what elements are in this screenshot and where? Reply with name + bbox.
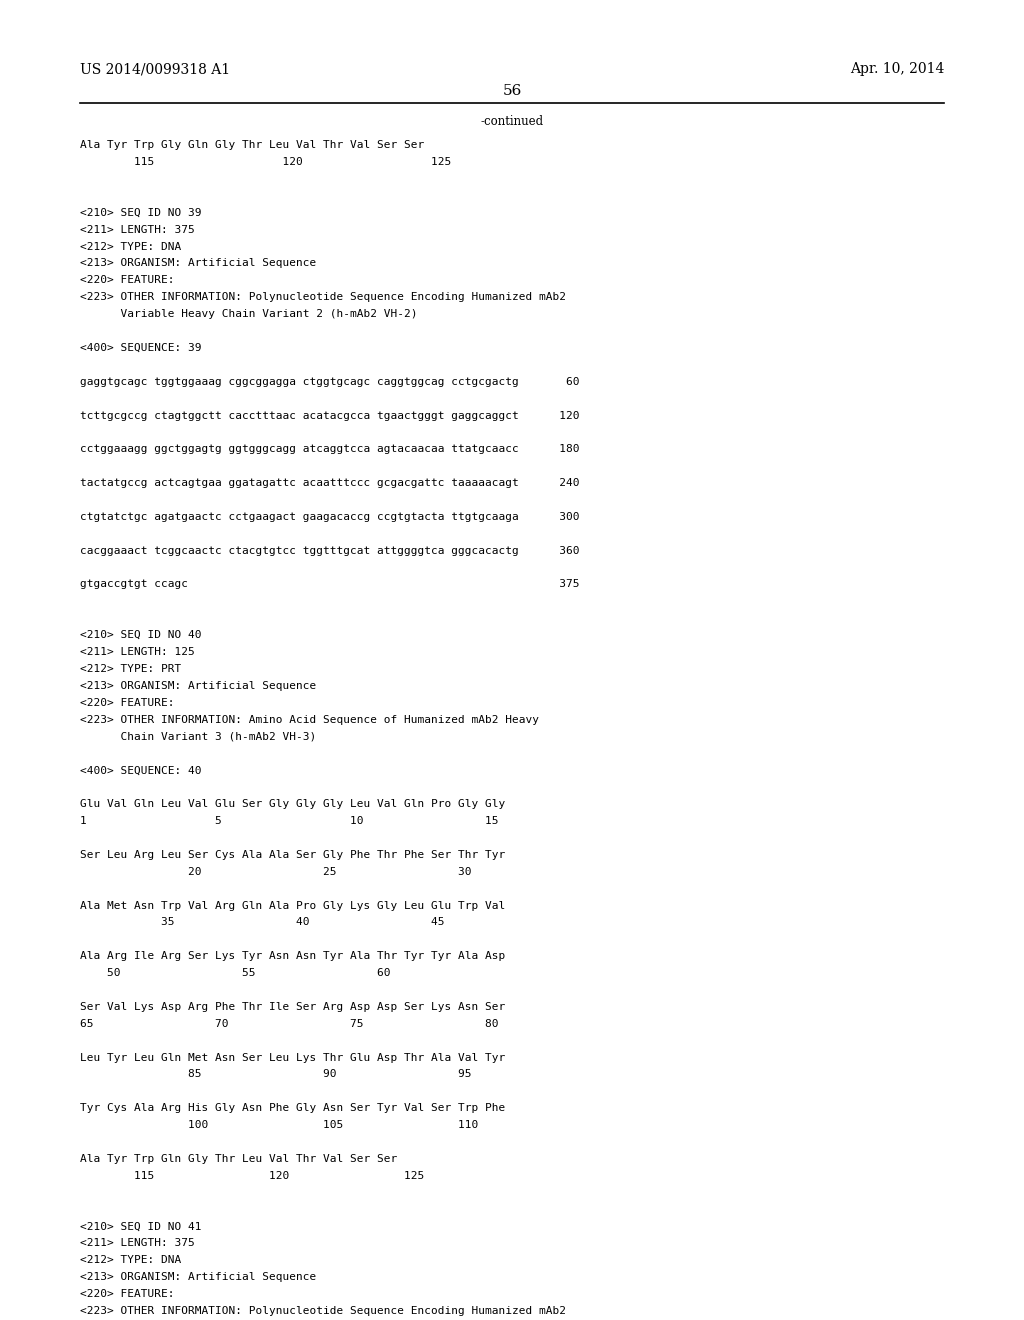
Text: Chain Variant 3 (h-mAb2 VH-3): Chain Variant 3 (h-mAb2 VH-3) [80,731,316,742]
Text: <223> OTHER INFORMATION: Polynucleotide Sequence Encoding Humanized mAb2: <223> OTHER INFORMATION: Polynucleotide … [80,292,566,302]
Text: 115                 120                 125: 115 120 125 [80,1171,424,1181]
Text: US 2014/0099318 A1: US 2014/0099318 A1 [80,62,230,77]
Text: <213> ORGANISM: Artificial Sequence: <213> ORGANISM: Artificial Sequence [80,259,316,268]
Text: Tyr Cys Ala Arg His Gly Asn Phe Gly Asn Ser Tyr Val Ser Trp Phe: Tyr Cys Ala Arg His Gly Asn Phe Gly Asn … [80,1104,505,1113]
Text: <223> OTHER INFORMATION: Polynucleotide Sequence Encoding Humanized mAb2: <223> OTHER INFORMATION: Polynucleotide … [80,1305,566,1316]
Text: ctgtatctgc agatgaactc cctgaagact gaagacaccg ccgtgtacta ttgtgcaaga      300: ctgtatctgc agatgaactc cctgaagact gaagaca… [80,512,580,521]
Text: 20                  25                  30: 20 25 30 [80,867,471,876]
Text: 56: 56 [503,84,521,99]
Text: 50                  55                  60: 50 55 60 [80,968,390,978]
Text: <400> SEQUENCE: 39: <400> SEQUENCE: 39 [80,343,202,352]
Text: <223> OTHER INFORMATION: Amino Acid Sequence of Humanized mAb2 Heavy: <223> OTHER INFORMATION: Amino Acid Sequ… [80,714,539,725]
Text: Ser Leu Arg Leu Ser Cys Ala Ala Ser Gly Phe Thr Phe Ser Thr Tyr: Ser Leu Arg Leu Ser Cys Ala Ala Ser Gly … [80,850,505,859]
Text: cacggaaact tcggcaactc ctacgtgtcc tggtttgcat attggggtca gggcacactg      360: cacggaaact tcggcaactc ctacgtgtcc tggtttg… [80,545,580,556]
Text: <210> SEQ ID NO 40: <210> SEQ ID NO 40 [80,630,202,640]
Text: gtgaccgtgt ccagc                                                       375: gtgaccgtgt ccagc 375 [80,579,580,590]
Text: <400> SEQUENCE: 40: <400> SEQUENCE: 40 [80,766,202,775]
Text: <211> LENGTH: 125: <211> LENGTH: 125 [80,647,195,657]
Text: Ala Tyr Trp Gln Gly Thr Leu Val Thr Val Ser Ser: Ala Tyr Trp Gln Gly Thr Leu Val Thr Val … [80,1154,397,1164]
Text: 1                   5                   10                  15: 1 5 10 15 [80,816,499,826]
Text: <220> FEATURE:: <220> FEATURE: [80,698,174,708]
Text: 85                  90                  95: 85 90 95 [80,1069,471,1080]
Text: <212> TYPE: DNA: <212> TYPE: DNA [80,1255,181,1266]
Text: Variable Heavy Chain Variant 2 (h-mAb2 VH-2): Variable Heavy Chain Variant 2 (h-mAb2 V… [80,309,418,319]
Text: 65                  70                  75                  80: 65 70 75 80 [80,1019,499,1028]
Text: <211> LENGTH: 375: <211> LENGTH: 375 [80,224,195,235]
Text: <213> ORGANISM: Artificial Sequence: <213> ORGANISM: Artificial Sequence [80,681,316,690]
Text: cctggaaagg ggctggagtg ggtgggcagg atcaggtcca agtacaacaa ttatgcaacc      180: cctggaaagg ggctggagtg ggtgggcagg atcaggt… [80,445,580,454]
Text: Ala Arg Ile Arg Ser Lys Tyr Asn Asn Tyr Ala Thr Tyr Tyr Ala Asp: Ala Arg Ile Arg Ser Lys Tyr Asn Asn Tyr … [80,952,505,961]
Text: <211> LENGTH: 375: <211> LENGTH: 375 [80,1238,195,1249]
Text: Ala Tyr Trp Gly Gln Gly Thr Leu Val Thr Val Ser Ser: Ala Tyr Trp Gly Gln Gly Thr Leu Val Thr … [80,140,424,150]
Text: tcttgcgccg ctagtggctt cacctttaac acatacgcca tgaactgggt gaggcaggct      120: tcttgcgccg ctagtggctt cacctttaac acatacg… [80,411,580,421]
Text: Glu Val Gln Leu Val Glu Ser Gly Gly Gly Leu Val Gln Pro Gly Gly: Glu Val Gln Leu Val Glu Ser Gly Gly Gly … [80,799,505,809]
Text: Apr. 10, 2014: Apr. 10, 2014 [850,62,944,77]
Text: <210> SEQ ID NO 41: <210> SEQ ID NO 41 [80,1221,202,1232]
Text: gaggtgcagc tggtggaaag cggcggagga ctggtgcagc caggtggcag cctgcgactg       60: gaggtgcagc tggtggaaag cggcggagga ctggtgc… [80,376,580,387]
Text: 115                   120                   125: 115 120 125 [80,157,452,168]
Text: <212> TYPE: PRT: <212> TYPE: PRT [80,664,181,675]
Text: <220> FEATURE:: <220> FEATURE: [80,276,174,285]
Text: 100                 105                 110: 100 105 110 [80,1121,478,1130]
Text: <213> ORGANISM: Artificial Sequence: <213> ORGANISM: Artificial Sequence [80,1272,316,1282]
Text: -continued: -continued [480,115,544,128]
Text: Ser Val Lys Asp Arg Phe Thr Ile Ser Arg Asp Asp Ser Lys Asn Ser: Ser Val Lys Asp Arg Phe Thr Ile Ser Arg … [80,1002,505,1012]
Text: <210> SEQ ID NO 39: <210> SEQ ID NO 39 [80,207,202,218]
Text: <212> TYPE: DNA: <212> TYPE: DNA [80,242,181,252]
Text: Leu Tyr Leu Gln Met Asn Ser Leu Lys Thr Glu Asp Thr Ala Val Tyr: Leu Tyr Leu Gln Met Asn Ser Leu Lys Thr … [80,1052,505,1063]
Text: tactatgccg actcagtgaa ggatagattc acaatttccc gcgacgattc taaaaacagt      240: tactatgccg actcagtgaa ggatagattc acaattt… [80,478,580,488]
Text: <220> FEATURE:: <220> FEATURE: [80,1290,174,1299]
Text: Ala Met Asn Trp Val Arg Gln Ala Pro Gly Lys Gly Leu Glu Trp Val: Ala Met Asn Trp Val Arg Gln Ala Pro Gly … [80,900,505,911]
Text: 35                  40                  45: 35 40 45 [80,917,444,928]
